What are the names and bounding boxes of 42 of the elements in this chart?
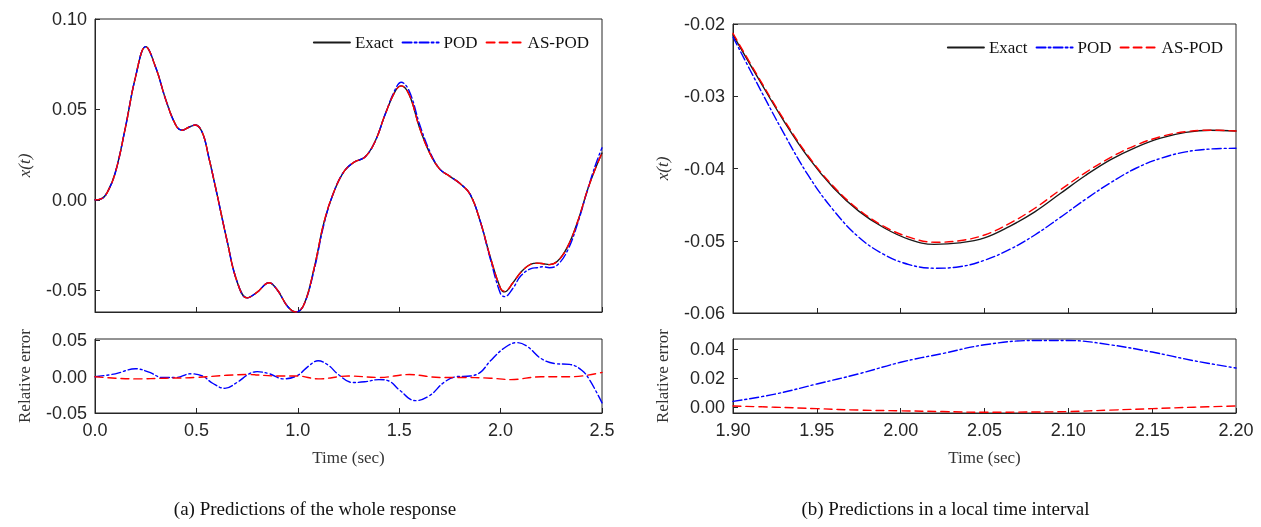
x-axis-title: Time (sec)	[948, 448, 1021, 467]
x-tick-label: 2.05	[966, 420, 1003, 440]
y-tick-label: 0.04	[689, 339, 725, 360]
y-axis-title: Relative error	[653, 328, 672, 423]
y-tick-label: 0.05	[51, 99, 87, 120]
y-axis-title: x(t)	[653, 156, 672, 182]
y-tick-label: -0.06	[683, 303, 725, 323]
y-tick-label: -0.03	[683, 86, 725, 107]
y-axis-title: x(t)	[15, 153, 34, 179]
legend-label: POD	[443, 33, 478, 52]
y-tick-label: -0.04	[683, 158, 725, 179]
x-tick-label: 1.5	[386, 420, 412, 440]
x-tick-label: 1.90	[715, 420, 751, 440]
y-tick-label: -0.02	[683, 14, 725, 34]
legend-label: POD	[1077, 38, 1112, 57]
legend-label: AS-POD	[527, 33, 590, 52]
y-tick-label: 0.00	[51, 366, 87, 387]
x-tick-label: 1.0	[285, 420, 311, 440]
x-tick-label: 2.0	[488, 420, 514, 440]
y-tick-label: -0.05	[683, 230, 725, 251]
y-tick-label: 0.00	[51, 189, 87, 210]
y-tick-label: -0.05	[45, 403, 87, 423]
y-tick-label: -0.05	[45, 280, 87, 301]
y-tick-label: 0.02	[689, 368, 725, 389]
text: (a) Predictions of the whole response	[173, 498, 457, 520]
x-tick-label: 2.20	[1218, 420, 1254, 440]
legend-label: AS-POD	[1161, 38, 1224, 57]
x-tick-label: 2.00	[883, 420, 919, 440]
x-tick-label: 1.95	[799, 420, 835, 440]
y-tick-label: 0.00	[689, 397, 725, 418]
x-tick-label: 0.0	[82, 420, 108, 440]
legend-label: Exact	[354, 33, 394, 52]
y-tick-label: 0.10	[51, 9, 87, 29]
y-axis-title: Relative error	[15, 328, 34, 423]
x-axis-title: Time (sec)	[312, 448, 385, 467]
x-tick-label: 2.15	[1134, 420, 1170, 440]
x-tick-label: 0.5	[183, 420, 209, 440]
y-tick-label: 0.05	[51, 330, 87, 351]
x-tick-label: 2.10	[1050, 420, 1086, 440]
legend-label: Exact	[988, 38, 1028, 57]
text: (b) Predictions in a local time interval	[801, 498, 1090, 520]
x-tick-label: 2.5	[589, 420, 615, 440]
